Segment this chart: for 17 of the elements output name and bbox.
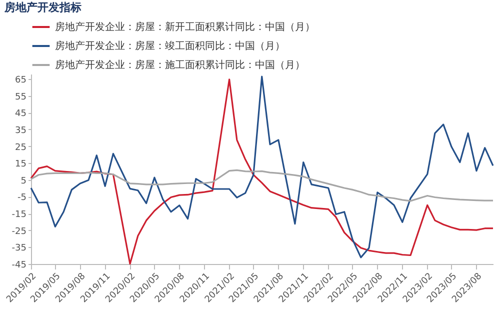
y-tick-label: 55 [15, 92, 26, 102]
y-tick-label: 65 [15, 76, 26, 86]
chart-title: 房地产开发指标 [4, 1, 82, 14]
y-tick-label: 15 [15, 160, 26, 170]
legend-label: 房地产开发企业：房屋：竣工面积同比：中国（月） [55, 40, 285, 52]
y-tick-label: -35 [12, 244, 26, 254]
y-tick-label: 25 [15, 142, 26, 153]
legend-label: 房地产开发企业：房屋：新开工面积累计同比：中国（月） [55, 21, 315, 33]
y-tick-label: 35 [15, 126, 26, 136]
line-series [30, 169, 494, 202]
y-tick-label: -45 [12, 260, 26, 270]
y-tick-label: -15 [12, 210, 26, 220]
y-tick-label: -25 [12, 226, 26, 237]
y-tick-label: 5 [20, 176, 26, 186]
y-tick-label: -5 [18, 193, 26, 204]
legend-label: 房地产开发企业：房屋：施工面积累计同比：中国（月） [55, 59, 305, 71]
y-tick-label: 45 [15, 109, 26, 120]
